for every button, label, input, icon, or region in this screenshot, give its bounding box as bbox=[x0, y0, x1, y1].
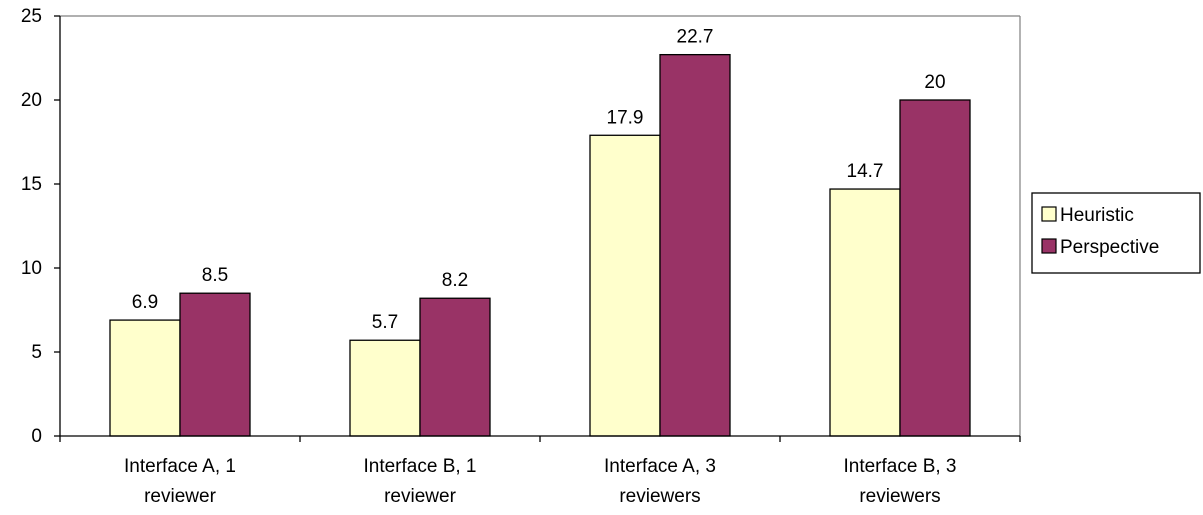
bar-perspective bbox=[419, 297, 491, 437]
bar-heuristic bbox=[109, 319, 181, 437]
category-label: reviewer bbox=[384, 486, 456, 507]
bar-perspective bbox=[899, 99, 971, 437]
category-label: Interface B, 1 bbox=[363, 456, 476, 477]
data-label: 8.2 bbox=[442, 270, 468, 291]
bar-perspective bbox=[179, 292, 251, 437]
data-label: 20 bbox=[924, 72, 945, 93]
data-label: 5.7 bbox=[372, 312, 398, 333]
bar-perspective bbox=[659, 53, 731, 437]
legend-label: Perspective bbox=[1060, 237, 1159, 258]
y-tick-label: 10 bbox=[21, 258, 42, 279]
category-label: Interface A, 3 bbox=[604, 456, 716, 477]
data-label: 17.9 bbox=[607, 107, 644, 128]
data-label: 8.5 bbox=[202, 265, 228, 286]
legend-swatch bbox=[1041, 238, 1057, 254]
category-label: reviewers bbox=[619, 486, 700, 507]
category-label: reviewer bbox=[144, 486, 216, 507]
legend-swatch bbox=[1041, 206, 1057, 222]
data-label: 22.7 bbox=[677, 27, 714, 48]
bar-heuristic bbox=[589, 134, 661, 437]
legend-box bbox=[1031, 192, 1201, 274]
bar-heuristic bbox=[349, 339, 421, 437]
bar-heuristic bbox=[829, 188, 901, 437]
category-label: reviewers bbox=[859, 486, 940, 507]
category-label: Interface A, 1 bbox=[124, 456, 236, 477]
y-tick-label: 20 bbox=[21, 90, 42, 111]
category-label: Interface B, 3 bbox=[843, 456, 956, 477]
y-tick-label: 5 bbox=[31, 342, 42, 363]
y-tick-label: 25 bbox=[21, 6, 42, 27]
y-tick-label: 0 bbox=[31, 426, 42, 447]
data-label: 6.9 bbox=[132, 292, 158, 313]
y-tick-label: 15 bbox=[21, 174, 42, 195]
legend-label: Heuristic bbox=[1060, 205, 1134, 226]
data-label: 14.7 bbox=[847, 161, 884, 182]
